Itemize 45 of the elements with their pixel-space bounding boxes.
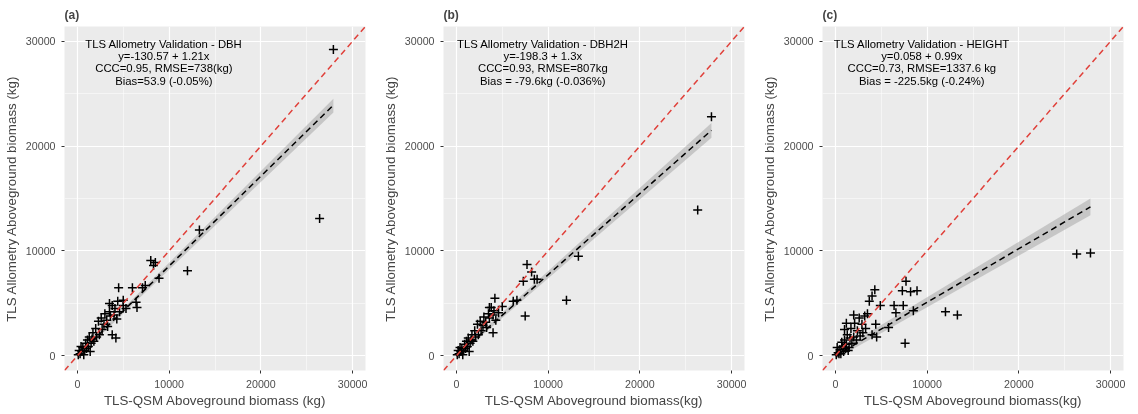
annotation: y=0.058 + 0.99x [881, 50, 963, 63]
y-tick-label: 20000 [404, 140, 435, 153]
x-tick-label: 30000 [337, 377, 368, 390]
x-axis-title: TLS-QSM Aboveground biomass (kg) [103, 392, 326, 408]
y-tick-label: 30000 [404, 35, 435, 48]
y-tick-label: 0 [49, 349, 56, 362]
y-tick-label: 0 [807, 349, 814, 362]
annotation: CCC=0.93, RMSE=807kg [477, 62, 608, 75]
x-tick-label: 10000 [912, 377, 943, 390]
y-axis-title: TLS Allometry Aboveground biomass (kg) [761, 76, 777, 322]
annotation: CCC=0.73, RMSE=1337.6 kg [847, 62, 997, 75]
x-tick-label: 20000 [625, 377, 655, 390]
x-tick-label: 0 [74, 377, 81, 390]
x-tick-label: 30000 [1095, 377, 1126, 390]
y-tick-label: 20000 [783, 140, 814, 153]
annotation: y=-130.57 + 1.21x [118, 50, 210, 63]
x-axis-title: TLS-QSM Aboveground biomass(kg) [484, 392, 703, 408]
y-tick-label: 30000 [25, 35, 56, 48]
y-tick-label: 10000 [783, 244, 814, 257]
annotation: TLS Allometry Validation - HEIGHT [833, 37, 1010, 50]
x-tick-label: 0 [453, 377, 460, 390]
x-tick-label: 10000 [154, 377, 185, 390]
y-tick-label: 10000 [404, 244, 435, 257]
y-axis-title: TLS Allometry Aboveground biomass (kg) [382, 76, 398, 322]
x-axis-title: TLS-QSM Aboveground biomass(kg) [863, 392, 1082, 408]
annotation: Bias = -79.6kg (-0.036%) [480, 74, 606, 87]
y-tick-label: 30000 [783, 35, 814, 48]
y-tick-label: 20000 [25, 140, 56, 153]
annotation: CCC=0.95, RMSE=738(kg) [95, 62, 233, 75]
y-tick-label: 10000 [25, 244, 56, 257]
x-tick-label: 0 [832, 377, 839, 390]
annotation: y=-198.3 + 1.3x [503, 50, 583, 63]
annotation: TLS Allometry Validation - DBH2H [457, 37, 629, 50]
chart-title: (b) [443, 7, 459, 22]
chart-title: (a) [64, 7, 80, 22]
annotation: Bias = -225.5kg (-0.24%) [859, 74, 985, 87]
x-tick-label: 10000 [533, 377, 564, 390]
x-tick-label: 30000 [716, 377, 747, 390]
annotation: TLS Allometry Validation - DBH [85, 37, 242, 50]
chart-title: (c) [822, 7, 838, 22]
annotation: Bias=53.9 (-0.05%) [115, 74, 213, 87]
x-tick-label: 20000 [1004, 377, 1034, 390]
x-tick-label: 20000 [246, 377, 276, 390]
y-tick-label: 0 [428, 349, 435, 362]
y-axis-title: TLS Allometry Aboveground biomass (kg) [3, 76, 19, 322]
